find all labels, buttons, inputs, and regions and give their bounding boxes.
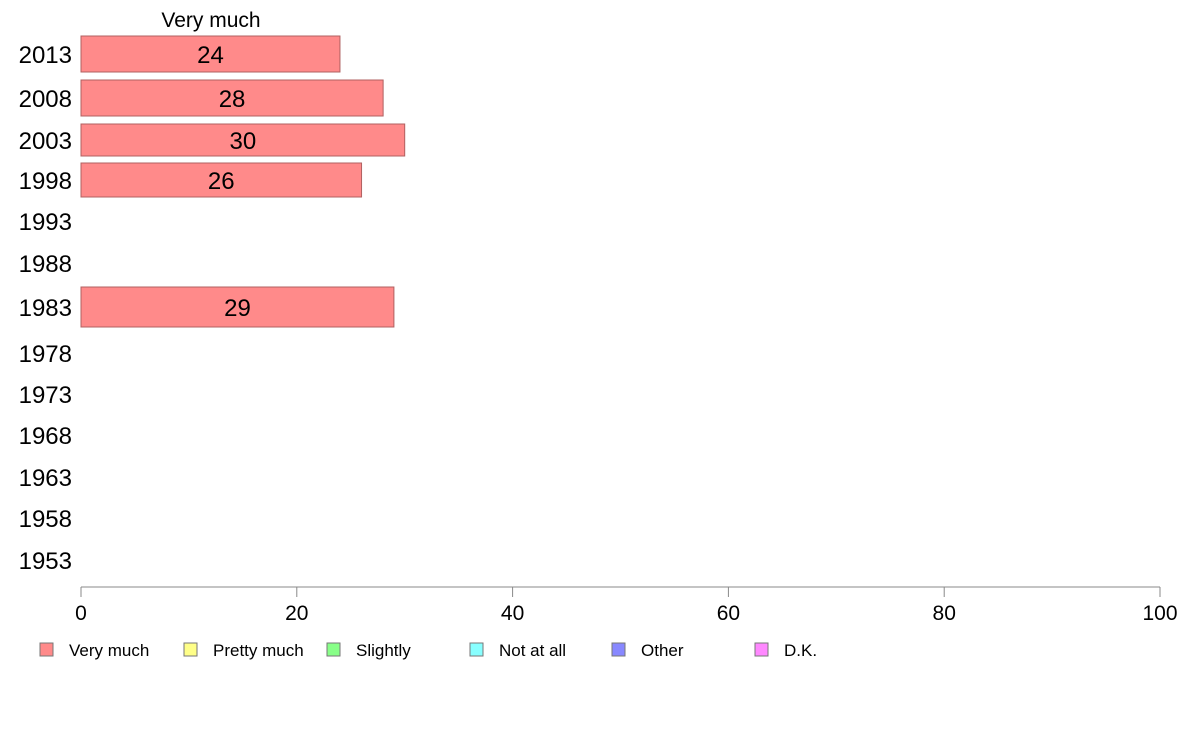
category-label: 1953 xyxy=(19,548,72,575)
data-label: 30 xyxy=(229,128,256,155)
category-label: 1968 xyxy=(19,423,72,450)
data-label: 24 xyxy=(197,42,224,69)
legend-label: Pretty much xyxy=(213,641,304,660)
x-tick-label: 40 xyxy=(501,602,524,625)
legend-swatch xyxy=(469,642,484,657)
x-tick-label: 60 xyxy=(717,602,740,625)
bar xyxy=(80,286,395,328)
legend-label: Very much xyxy=(69,641,149,660)
x-axis: 0 20 40 60 80 100 xyxy=(75,586,1178,625)
legend-label: Slightly xyxy=(356,641,411,660)
legend-swatch xyxy=(39,642,54,657)
category-label: 1973 xyxy=(19,382,72,409)
data-label: 28 xyxy=(219,86,246,113)
legend-label: Other xyxy=(641,641,684,660)
legend-swatch xyxy=(326,642,341,657)
category-label: 1993 xyxy=(19,209,72,236)
x-tick-label: 20 xyxy=(285,602,308,625)
legend-label: D.K. xyxy=(784,641,817,660)
bar xyxy=(80,123,406,157)
category-label: 1978 xyxy=(19,341,72,368)
bars: 24 28 30 26 29 xyxy=(80,35,406,328)
legend-swatch xyxy=(183,642,198,657)
category-label: 2013 xyxy=(19,42,72,69)
bar xyxy=(80,35,341,73)
x-tick-label: 80 xyxy=(933,602,956,625)
legend-swatch xyxy=(611,642,626,657)
x-tick-label: 0 xyxy=(75,602,87,625)
category-label: 1963 xyxy=(19,465,72,492)
legend: Very much Pretty much Slightly Not at all Ot… xyxy=(39,641,817,660)
data-label: 26 xyxy=(208,168,235,195)
category-label: 1983 xyxy=(19,295,72,322)
bar xyxy=(80,79,384,117)
category-label: 1958 xyxy=(19,506,72,533)
category-label: 1988 xyxy=(19,251,72,278)
category-label: 2008 xyxy=(19,86,72,113)
column-header: Very much xyxy=(161,9,260,32)
bar xyxy=(80,162,363,198)
legend-swatch xyxy=(754,642,769,657)
category-label: 1998 xyxy=(19,168,72,195)
category-labels: 2013 2008 2003 1998 1993 1988 1983 1978 1973 1968… xyxy=(19,42,72,575)
category-label: 2003 xyxy=(19,128,72,155)
x-tick-label: 100 xyxy=(1142,602,1177,625)
data-label: 29 xyxy=(224,295,251,322)
legend-label: Not at all xyxy=(499,641,566,660)
